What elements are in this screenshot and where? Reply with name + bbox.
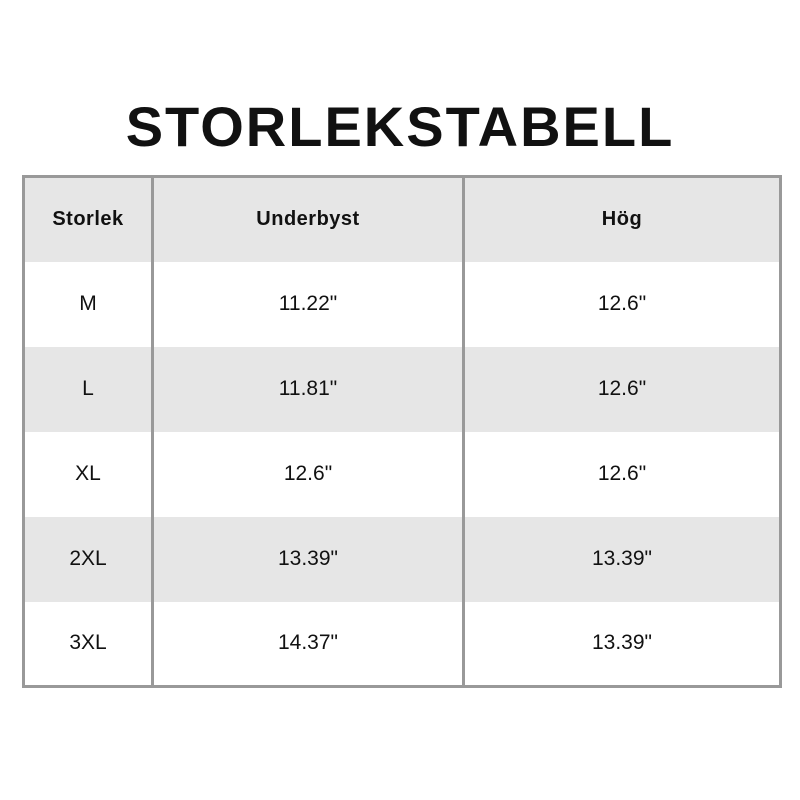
table-row: 2XL 13.39" 13.39" (23, 516, 781, 602)
cell-height: 12.6" (597, 377, 647, 400)
size-chart-table: Storlek Underbyst Hög M 11.22" 12.6" L 1… (22, 175, 782, 688)
cell-underbust: 14.37" (152, 601, 465, 687)
cell-height: 13.39" (591, 547, 652, 570)
header-height: Hög (601, 208, 643, 231)
table-row: M 11.22" 12.6" (23, 261, 781, 347)
table-row: 3XL 14.37" 13.39" (23, 601, 781, 687)
table-row: XL 12.6" 12.6" (23, 431, 781, 517)
cell-underbust: 13.39" (152, 516, 465, 602)
cell-size: L (23, 346, 154, 432)
header-underbust: Underbyst (152, 176, 465, 262)
header-size: Storlek (23, 176, 154, 262)
cell-height: 12.6" (597, 292, 647, 315)
cell-size: 3XL (23, 601, 154, 687)
cell-underbust: 11.22" (152, 261, 465, 347)
table-row: L 11.81" 12.6" (23, 346, 781, 432)
cell-size: M (23, 261, 154, 347)
cell-underbust: 11.81" (152, 346, 465, 432)
cell-height: 13.39" (591, 631, 652, 655)
cell-height: 12.6" (597, 462, 647, 485)
cell-underbust: 12.6" (152, 431, 465, 517)
page-title: STORLEKSTABELL (125, 95, 675, 158)
cell-size: XL (23, 431, 154, 517)
cell-size: 2XL (23, 516, 154, 602)
table-header-row: Storlek Underbyst Hög (23, 176, 781, 262)
